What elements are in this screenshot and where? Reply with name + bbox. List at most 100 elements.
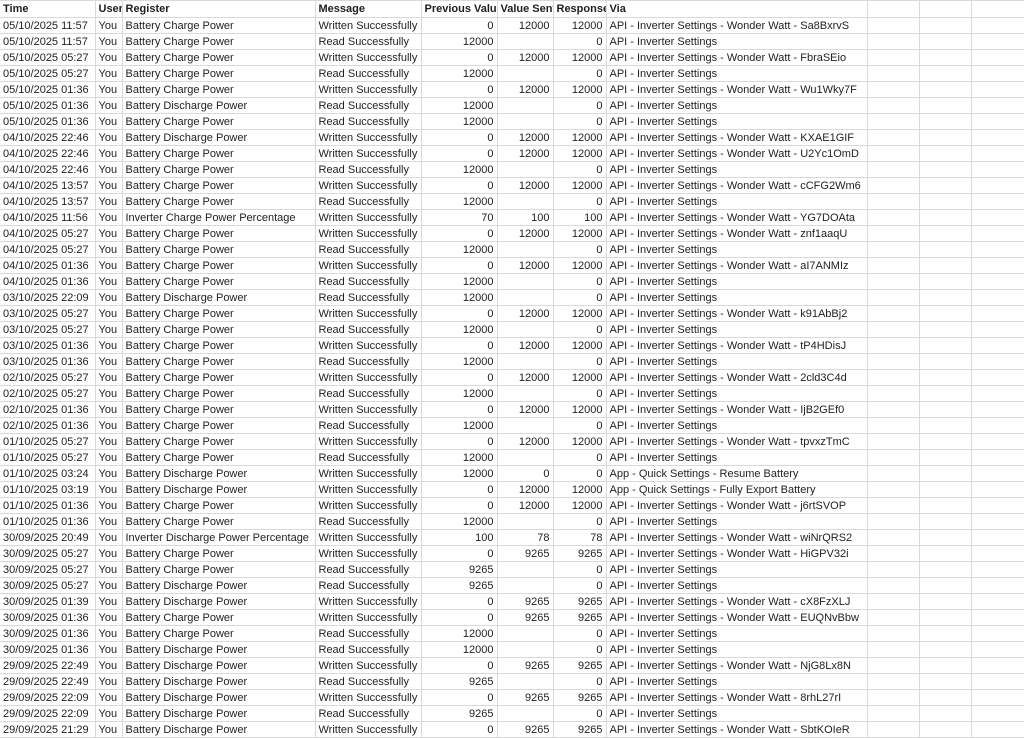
cell-via[interactable]: API - Inverter Settings	[606, 577, 868, 594]
cell-time[interactable]: 04/10/2025 22:46	[0, 161, 96, 178]
cell-previous-value[interactable]: 0	[421, 689, 498, 706]
cell-user[interactable]: You	[95, 657, 123, 674]
cell-register[interactable]: Battery Charge Power	[122, 81, 316, 98]
cell-message[interactable]: Written Successfully	[315, 433, 422, 450]
cell-via[interactable]: API - Inverter Settings	[606, 449, 868, 466]
cell-time[interactable]: 05/10/2025 05:27	[0, 49, 96, 66]
cell-via[interactable]: API - Inverter Settings	[606, 385, 868, 402]
cell-response[interactable]: 12000	[553, 225, 607, 242]
cell-previous-value[interactable]: 0	[421, 657, 498, 674]
cell-time[interactable]: 04/10/2025 01:36	[0, 257, 96, 274]
cell-response[interactable]: 0	[553, 97, 607, 114]
cell-value-sent[interactable]	[497, 97, 554, 114]
cell-register[interactable]: Battery Charge Power	[122, 17, 316, 34]
cell-user[interactable]: You	[95, 529, 123, 546]
cell-via[interactable]: API - Inverter Settings	[606, 33, 868, 50]
column-header-response[interactable]: Response	[553, 0, 607, 18]
cell-value-sent[interactable]: 12000	[497, 369, 554, 386]
cell-response[interactable]: 0	[553, 161, 607, 178]
cell-user[interactable]: You	[95, 81, 123, 98]
cell-message[interactable]: Read Successfully	[315, 417, 422, 434]
empty-cell[interactable]	[867, 17, 920, 34]
empty-cell[interactable]	[919, 193, 972, 210]
empty-cell[interactable]	[867, 33, 920, 50]
cell-value-sent[interactable]: 12000	[497, 81, 554, 98]
empty-cell[interactable]	[919, 625, 972, 642]
cell-previous-value[interactable]: 12000	[421, 65, 498, 82]
empty-cell[interactable]	[971, 289, 1024, 306]
cell-via[interactable]: API - Inverter Settings	[606, 641, 868, 658]
cell-previous-value[interactable]: 9265	[421, 561, 498, 578]
cell-message[interactable]: Written Successfully	[315, 129, 422, 146]
cell-message[interactable]: Written Successfully	[315, 257, 422, 274]
cell-message[interactable]: Read Successfully	[315, 97, 422, 114]
empty-cell[interactable]	[919, 481, 972, 498]
cell-via[interactable]: API - Inverter Settings - Wonder Watt - …	[606, 657, 868, 674]
cell-time[interactable]: 01/10/2025 01:36	[0, 497, 96, 514]
cell-time[interactable]: 05/10/2025 11:57	[0, 33, 96, 50]
empty-cell[interactable]	[919, 449, 972, 466]
empty-cell[interactable]	[971, 465, 1024, 482]
cell-value-sent[interactable]	[497, 65, 554, 82]
cell-response[interactable]: 0	[553, 641, 607, 658]
cell-time[interactable]: 01/10/2025 01:36	[0, 513, 96, 530]
cell-value-sent[interactable]: 12000	[497, 177, 554, 194]
cell-previous-value[interactable]: 0	[421, 609, 498, 626]
empty-cell[interactable]	[919, 161, 972, 178]
empty-cell[interactable]	[919, 33, 972, 50]
cell-previous-value[interactable]: 12000	[421, 417, 498, 434]
empty-cell[interactable]	[919, 513, 972, 530]
cell-message[interactable]: Read Successfully	[315, 241, 422, 258]
empty-cell[interactable]	[919, 353, 972, 370]
cell-message[interactable]: Written Successfully	[315, 17, 422, 34]
empty-cell[interactable]	[919, 545, 972, 562]
column-header-via[interactable]: Via	[606, 0, 868, 18]
cell-user[interactable]: You	[95, 545, 123, 562]
column-header-message[interactable]: Message	[315, 0, 422, 18]
empty-cell[interactable]	[971, 33, 1024, 50]
cell-time[interactable]: 03/10/2025 22:09	[0, 289, 96, 306]
cell-response[interactable]: 0	[553, 321, 607, 338]
empty-cell[interactable]	[919, 241, 972, 258]
cell-message[interactable]: Read Successfully	[315, 513, 422, 530]
empty-header-cell[interactable]	[919, 0, 972, 18]
cell-register[interactable]: Battery Charge Power	[122, 161, 316, 178]
cell-register[interactable]: Battery Charge Power	[122, 273, 316, 290]
cell-register[interactable]: Battery Charge Power	[122, 385, 316, 402]
empty-cell[interactable]	[971, 385, 1024, 402]
cell-user[interactable]: You	[95, 465, 123, 482]
cell-user[interactable]: You	[95, 241, 123, 258]
empty-cell[interactable]	[867, 289, 920, 306]
cell-via[interactable]: API - Inverter Settings - Wonder Watt - …	[606, 593, 868, 610]
cell-message[interactable]: Written Successfully	[315, 481, 422, 498]
cell-previous-value[interactable]: 0	[421, 257, 498, 274]
cell-user[interactable]: You	[95, 49, 123, 66]
cell-user[interactable]: You	[95, 273, 123, 290]
cell-time[interactable]: 05/10/2025 01:36	[0, 113, 96, 130]
cell-value-sent[interactable]: 12000	[497, 257, 554, 274]
empty-cell[interactable]	[971, 257, 1024, 274]
empty-cell[interactable]	[919, 609, 972, 626]
cell-time[interactable]: 04/10/2025 13:57	[0, 177, 96, 194]
cell-time[interactable]: 03/10/2025 05:27	[0, 321, 96, 338]
empty-cell[interactable]	[971, 545, 1024, 562]
cell-message[interactable]: Written Successfully	[315, 465, 422, 482]
empty-cell[interactable]	[919, 401, 972, 418]
cell-via[interactable]: API - Inverter Settings	[606, 289, 868, 306]
cell-previous-value[interactable]: 100	[421, 529, 498, 546]
cell-user[interactable]: You	[95, 705, 123, 722]
empty-cell[interactable]	[971, 81, 1024, 98]
cell-via[interactable]: API - Inverter Settings - Wonder Watt - …	[606, 49, 868, 66]
empty-cell[interactable]	[919, 113, 972, 130]
cell-time[interactable]: 29/09/2025 22:09	[0, 689, 96, 706]
cell-previous-value[interactable]: 12000	[421, 625, 498, 642]
cell-user[interactable]: You	[95, 289, 123, 306]
empty-cell[interactable]	[867, 49, 920, 66]
empty-cell[interactable]	[919, 97, 972, 114]
empty-cell[interactable]	[919, 705, 972, 722]
empty-cell[interactable]	[971, 449, 1024, 466]
cell-message[interactable]: Written Successfully	[315, 209, 422, 226]
cell-user[interactable]: You	[95, 641, 123, 658]
column-header-user[interactable]: User	[95, 0, 123, 18]
empty-cell[interactable]	[867, 401, 920, 418]
